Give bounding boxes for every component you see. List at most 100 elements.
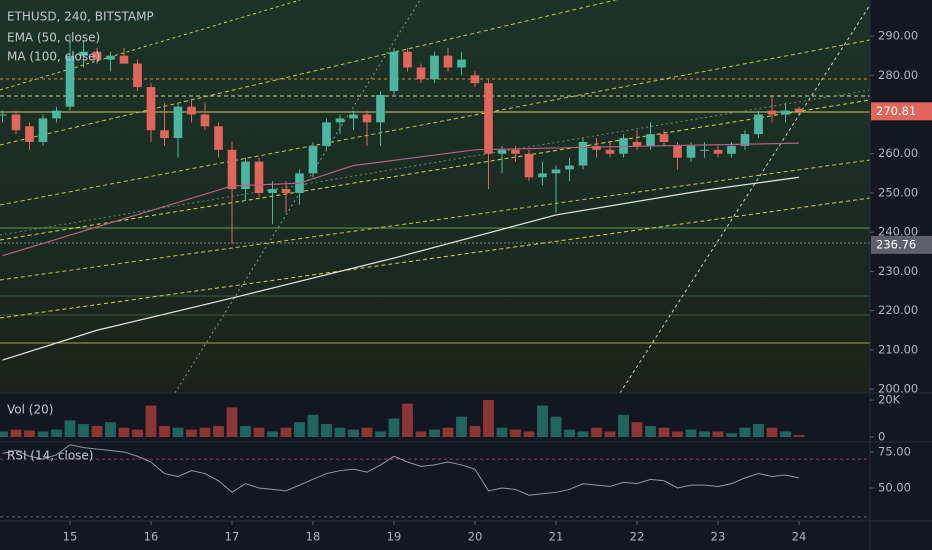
candle-body [740,134,750,146]
candle-body [335,118,345,123]
volume-bar [402,403,413,438]
volume-bar [294,422,305,438]
rsi-line [2,444,800,496]
volume-bar [375,431,386,438]
x-tick-label: 16 [144,530,159,544]
candle-body [470,75,480,84]
candle-body [673,145,682,158]
y-tick-label: 230.00 [878,264,918,278]
candle-body [727,145,736,154]
volume-bar [24,430,35,438]
y-tick-label: 200.00 [878,382,918,396]
candle-body [308,145,318,174]
volume-bar [267,431,278,438]
volume-bar [793,435,805,438]
volume-bar [496,427,508,438]
volume-bar [186,429,197,438]
volume-bar [0,431,8,438]
x-tick-label: 18 [306,530,321,544]
volume-bar [388,418,400,438]
volume-bar [429,429,440,438]
candle-body [0,114,7,116]
candle-body [565,165,574,170]
candle-body [619,138,628,154]
indicator-line [2,142,800,257]
candle-body [632,141,642,146]
legend-entry: MA (100, close) [7,50,100,64]
x-tick-label: 21 [549,530,564,544]
volume-bar [739,427,751,438]
marks: 200.00 210.00 220.00 230.00 240.00 250.00 260.… [0,29,932,544]
volume-bar [658,427,670,438]
candle-body [119,55,129,64]
candle-body [106,55,115,60]
volume-bar [118,427,130,438]
volume-bar [307,414,319,438]
drawings [0,0,871,394]
candle-body [254,161,264,193]
candle-body [511,149,520,154]
y-tick-label: 240.00 [878,225,918,239]
volume-bar [523,431,535,438]
candle-body [241,161,250,190]
indicator-line [2,176,800,361]
volume-bar [280,427,292,438]
volume-bar [618,414,629,438]
candle-body [592,145,601,150]
candle-body [322,122,331,146]
volume-bar [253,427,265,438]
x-tick-label: 20 [468,530,483,544]
volume-bar [442,427,454,438]
x-tick-label: 24 [792,530,807,544]
volume-bar [105,422,116,438]
lower-panes [0,393,870,521]
volume-bar [10,429,22,438]
price-tag-label: 270.81 [876,104,916,118]
candle-body [389,51,399,91]
y-tick-label: 220.00 [878,303,918,317]
volume-bar [753,424,764,438]
volume-bar [334,427,346,438]
volume-bar [645,425,656,438]
candle-body [214,126,223,150]
candle-body [767,110,777,115]
volume-bar [172,427,184,438]
candle-body [700,149,709,151]
candle-body [578,141,588,166]
volume-bar [631,422,643,438]
candle-body [646,134,655,146]
y-tick-label: 50.00 [878,480,911,494]
volume-bar [348,429,359,438]
candle-body [484,83,493,154]
candle-body [430,55,439,80]
y-tick-label: 20K [878,393,901,407]
y-tick-label: 210.00 [878,342,918,356]
x-tick-label: 15 [63,530,78,544]
volume-bar [132,429,143,438]
candle-body [443,55,453,68]
candle-body [605,149,615,154]
candle-body [538,173,547,178]
candle-body [187,106,196,115]
candle-body [52,110,61,119]
volume-bar [483,400,494,438]
volume-bar [213,425,224,438]
candle-body [173,106,183,139]
candle-body [25,126,34,142]
volume-bar [361,427,373,438]
volume-bar [321,424,332,438]
volume-bar [199,427,211,438]
x-tick-label: 19 [387,530,402,544]
candle-body [416,67,426,80]
candle-body [794,108,804,112]
volume-bar [91,425,103,438]
candle-body [497,149,507,154]
candle-body [524,153,534,178]
y-tick-label: 290.00 [878,29,918,43]
volume-bar [78,424,89,438]
x-tick-label: 17 [225,530,240,544]
volume-bar [415,431,427,438]
volume-bar [37,431,49,438]
candle-body [754,114,763,135]
